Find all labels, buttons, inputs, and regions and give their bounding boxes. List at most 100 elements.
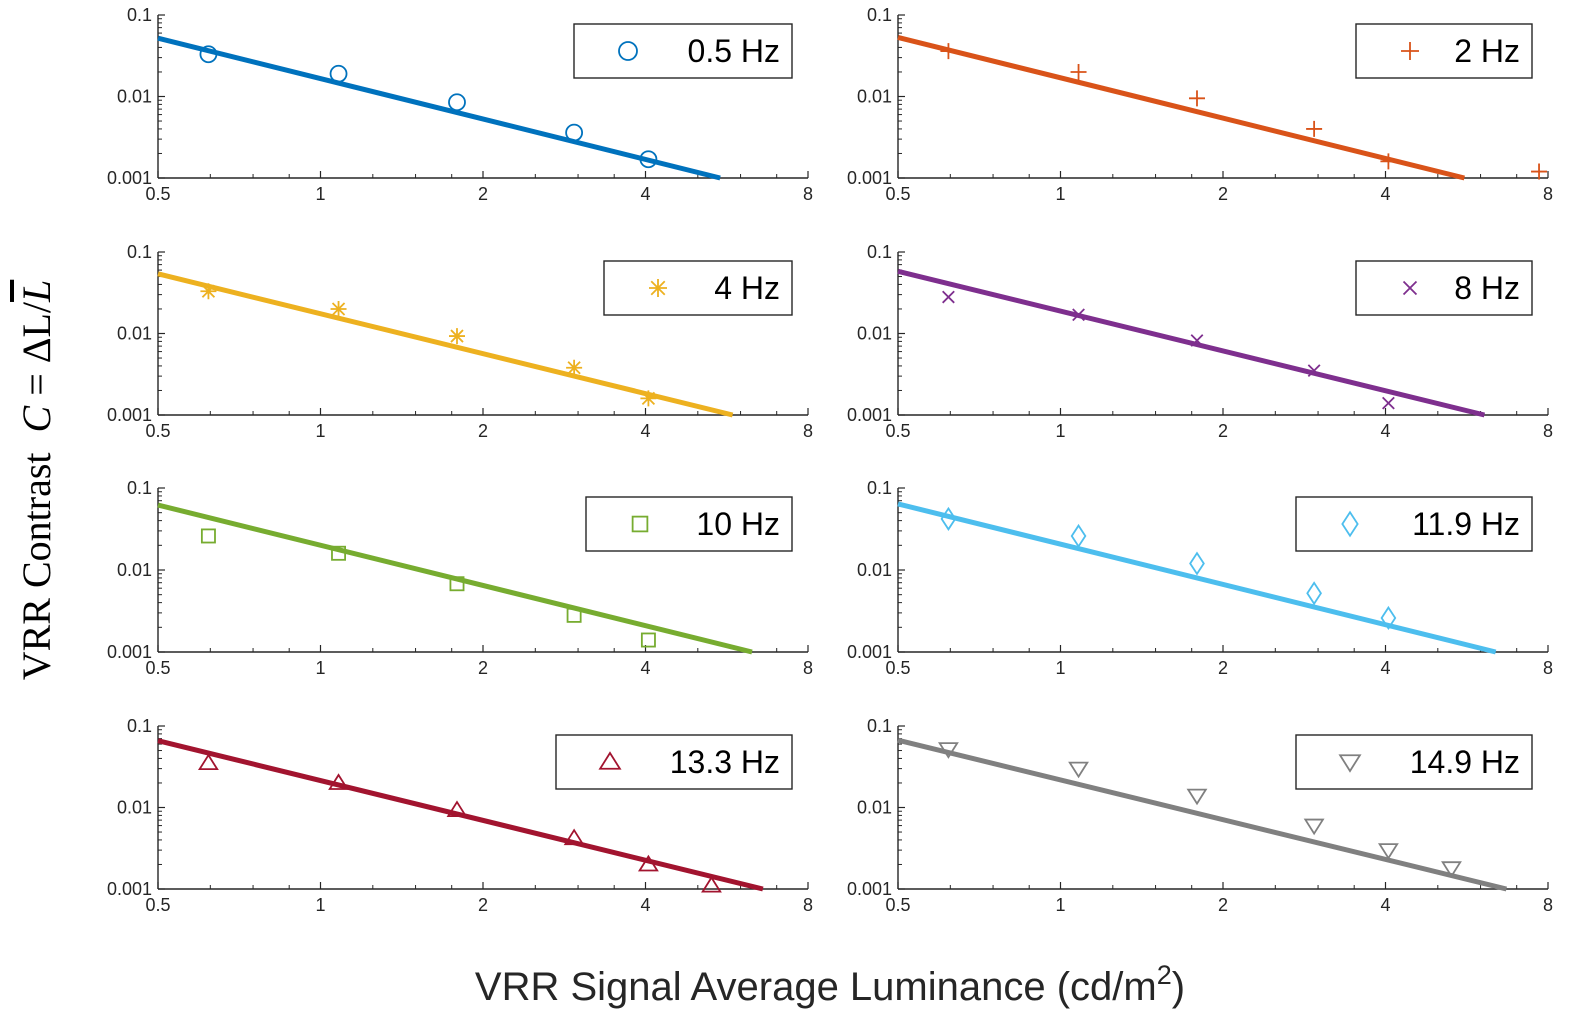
x-tick-label: 0.5 — [145, 895, 170, 915]
legend-marker — [631, 515, 649, 533]
x-tick-label: 8 — [803, 421, 813, 441]
y-tick-label: 0.1 — [867, 242, 892, 262]
y-tick-label: 0.1 — [867, 478, 892, 498]
x-tick-label: 1 — [1055, 184, 1065, 204]
y-tick-label: 0.001 — [107, 168, 152, 188]
legend-label: 4 Hz — [714, 270, 780, 306]
fit-line — [157, 35, 721, 181]
data-point — [1306, 581, 1322, 606]
x-tick-label: 2 — [478, 895, 488, 915]
x-tick-label: 4 — [1380, 895, 1390, 915]
x-tick-label: 0.5 — [145, 421, 170, 441]
legend-box — [585, 496, 793, 552]
x-tick-label: 4 — [640, 184, 650, 204]
legend-box — [1295, 734, 1533, 790]
data-point — [200, 528, 216, 544]
data-point — [1072, 308, 1085, 322]
data-point — [448, 93, 466, 112]
legend-label: 8 Hz — [1454, 270, 1520, 306]
panel-2: 0.5 1 2 4 8 0.001 0.01 0.1 2 Hz — [847, 5, 1553, 204]
legend-label: 14.9 Hz — [1410, 744, 1520, 780]
x-axis-label: VRR Signal Average Luminance (cd/m2) — [475, 960, 1185, 1009]
legend-box — [573, 23, 793, 79]
y-tick-label: 0.01 — [857, 87, 892, 107]
legend-label: 13.3 Hz — [670, 744, 780, 780]
x-tick-label: 8 — [1543, 184, 1553, 204]
y-tick-label: 0.001 — [847, 405, 892, 425]
data-point — [1068, 761, 1089, 779]
data-point — [940, 506, 957, 531]
data-point — [199, 45, 218, 64]
legend-marker — [1402, 280, 1418, 296]
y-tick-label: 0.1 — [127, 242, 152, 262]
x-tick-label: 2 — [1218, 658, 1228, 678]
y-tick-label: 0.001 — [107, 642, 152, 662]
data-point — [1070, 63, 1087, 80]
data-point — [1303, 818, 1325, 836]
x-tick-label: 2 — [478, 421, 488, 441]
panels: 0.5 1 2 4 8 0.001 0.01 0.1 0.5 Hz 0.5 1 2 4 8 0.001 0.0… — [107, 5, 1553, 915]
panel-7: 0.5 1 2 4 8 0.001 0.01 0.1 13.3 Hz — [107, 716, 813, 915]
y-tick-label: 0.01 — [117, 798, 152, 818]
panel-3: 0.5 1 2 4 8 0.001 0.01 0.1 4 Hz — [107, 242, 813, 441]
x-tick-label: 4 — [1380, 658, 1390, 678]
x-tick-label: 1 — [315, 184, 325, 204]
x-tick-label: 1 — [315, 895, 325, 915]
data-point — [329, 64, 348, 83]
legend-box — [603, 260, 793, 316]
y-axis-label: VRR ContrastC = ΔL/L — [14, 280, 59, 681]
data-point — [639, 150, 658, 169]
x-tick-label: 8 — [803, 658, 813, 678]
y-tick-label: 0.01 — [857, 798, 892, 818]
x-tick-label: 8 — [1543, 421, 1553, 441]
legend-marker — [1341, 510, 1359, 538]
y-tick-label: 0.1 — [127, 716, 152, 736]
y-tick-label: 0.01 — [857, 560, 892, 580]
data-point — [1186, 788, 1208, 806]
y-tick-label: 0.001 — [847, 879, 892, 899]
x-tick-label: 1 — [1055, 658, 1065, 678]
panel-8: 0.5 1 2 4 8 0.001 0.01 0.1 14.9 Hz — [847, 716, 1553, 915]
data-point — [1189, 551, 1205, 576]
data-point — [1382, 396, 1395, 410]
x-tick-label: 2 — [1218, 421, 1228, 441]
data-point — [1377, 843, 1399, 860]
data-point — [938, 742, 959, 759]
x-tick-label: 0.5 — [885, 184, 910, 204]
fit-line — [897, 737, 1508, 892]
x-tick-label: 1 — [315, 421, 325, 441]
x-tick-label: 8 — [1543, 895, 1553, 915]
legend-box — [1355, 260, 1533, 316]
panel-4: 0.5 1 2 4 8 0.001 0.01 0.1 8 Hz — [847, 242, 1553, 441]
legend-marker — [649, 279, 667, 297]
x-tick-label: 4 — [640, 895, 650, 915]
data-point — [1188, 90, 1205, 107]
data-point — [1380, 153, 1397, 170]
legend-marker — [1401, 42, 1419, 60]
y-tick-label: 0.1 — [867, 716, 892, 736]
x-tick-label: 4 — [640, 421, 650, 441]
data-point — [701, 875, 722, 893]
fit-line — [897, 35, 1465, 181]
panel-5: 0.5 1 2 4 8 0.001 0.01 0.1 10 Hz — [107, 478, 813, 678]
x-tick-label: 2 — [1218, 895, 1228, 915]
y-tick-label: 0.001 — [107, 405, 152, 425]
y-tick-label: 0.01 — [117, 324, 152, 344]
x-tick-label: 1 — [1055, 421, 1065, 441]
legend-box — [555, 734, 793, 790]
data-point — [1190, 334, 1204, 347]
x-tick-label: 0.5 — [885, 421, 910, 441]
legend-marker — [598, 751, 622, 770]
y-tick-label: 0.01 — [117, 560, 152, 580]
data-point — [446, 800, 468, 817]
data-point — [640, 390, 657, 407]
data-point — [328, 773, 349, 790]
fit-line — [897, 501, 1497, 655]
data-point — [331, 545, 347, 561]
fit-line — [897, 268, 1486, 418]
data-point — [942, 290, 955, 304]
data-point — [640, 632, 656, 648]
data-point — [1307, 364, 1321, 378]
data-point — [1070, 523, 1087, 549]
legend-marker — [618, 41, 638, 61]
